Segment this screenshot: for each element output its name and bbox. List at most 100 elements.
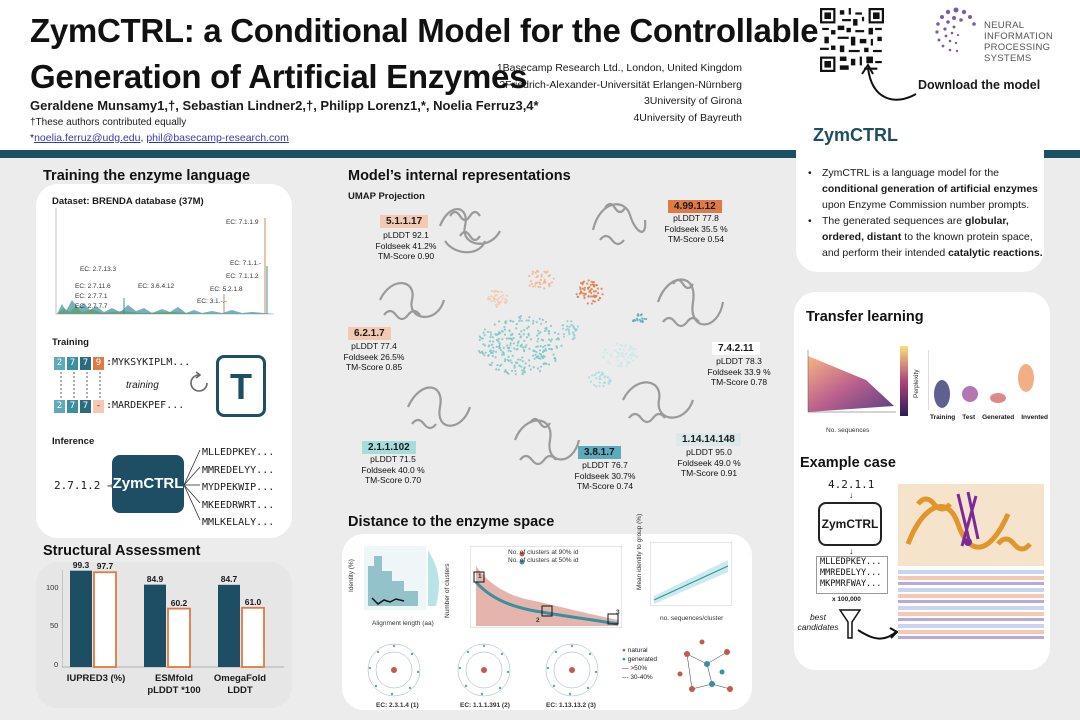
example-sequence-box (816, 556, 888, 594)
umap-point (497, 368, 500, 371)
umap-point (547, 332, 551, 335)
umap-point (565, 328, 568, 332)
umap-point (595, 372, 598, 375)
umap-point (509, 350, 512, 353)
umap-point (495, 305, 498, 308)
umap-point (598, 297, 602, 300)
umap-point (543, 270, 546, 273)
bar-category-label: ESMfold pLDDT *100 (136, 673, 212, 697)
umap-point (537, 285, 540, 288)
umap-point (524, 346, 527, 349)
umap-point (576, 295, 579, 299)
legend-gt50: — >50% (622, 665, 648, 672)
neurips-line-2: PROCESSING SYSTEMS (984, 42, 1051, 64)
umap-point (520, 365, 523, 368)
umap-point (481, 352, 484, 355)
umap-point (531, 285, 535, 288)
umap-point (486, 330, 490, 334)
umap-point (487, 298, 490, 301)
cluster-stats: pLDDT 76.7 Foldseek 30.7% TM-Score 0.74 (562, 460, 648, 492)
umap-point (506, 344, 509, 347)
umap-point (513, 347, 516, 350)
umap-point (573, 334, 576, 337)
qr-code-icon[interactable] (820, 8, 884, 72)
email-link-lorenz[interactable]: phil@basecamp-research.com (146, 132, 289, 144)
download-model-link[interactable]: Download the model (918, 78, 1041, 92)
umap-point (601, 354, 605, 358)
umap-point (543, 278, 546, 281)
umap-point (597, 371, 601, 374)
umap-point (638, 318, 641, 321)
internal-section-title: Model’s internal representations (348, 168, 571, 184)
bar-value-label: 99.3 (72, 559, 90, 570)
umap-point (549, 340, 552, 343)
umap-point (489, 349, 492, 352)
bar-2-series-0 (218, 584, 240, 667)
umap-point (555, 338, 558, 341)
umap-point (525, 336, 529, 339)
cluster-stats: pLDDT 77.4 Foldseek 26.5% TM-Score 0.85 (334, 341, 414, 373)
training-word: training (126, 380, 159, 391)
umap-point (592, 299, 595, 303)
umap-point (528, 364, 531, 367)
umap-point (552, 277, 555, 280)
umap-point (619, 343, 622, 347)
umap-point (478, 350, 481, 353)
umap-point (595, 294, 598, 297)
umap-point (536, 334, 539, 337)
umap-point (496, 364, 499, 367)
y-tick-label: 0 (54, 660, 59, 669)
umap-point (589, 289, 592, 292)
colorbar (900, 346, 908, 416)
example-seq: MLLEDPKEY... (820, 557, 882, 567)
umap-point (592, 283, 596, 287)
umap-point (520, 343, 523, 346)
umap-point (511, 338, 514, 342)
umap-point (597, 291, 600, 295)
email-link-ferruz[interactable]: noelia.ferruz@udg.edu (34, 132, 141, 144)
funnel-filter-icon (838, 609, 899, 640)
umap-point (608, 363, 612, 366)
umap-point (601, 293, 604, 296)
umap-point (520, 335, 523, 338)
umap-point (522, 369, 525, 372)
umap-point (507, 355, 510, 359)
umap-point (489, 351, 492, 354)
umap-point (508, 329, 511, 332)
umap-point (510, 369, 514, 372)
ec-tag-7-4-2-11: 7.4.2.11 (712, 342, 760, 355)
umap-point (592, 290, 596, 293)
umap-point (593, 295, 596, 299)
transformer-t-letter: T (230, 366, 252, 407)
umap-point (570, 320, 573, 323)
training-section-title: Training the enzyme language (43, 168, 251, 184)
umap-point (628, 344, 632, 347)
umap-point (583, 286, 587, 289)
umap-point (490, 300, 493, 303)
umap-point (610, 355, 613, 358)
umap-point (492, 296, 495, 299)
transfer-section-title: Transfer learning (806, 309, 924, 325)
umap-point (498, 347, 501, 350)
sequence-alignment-image (898, 568, 1044, 644)
umap-point (511, 332, 514, 336)
ec-tag-3-8-1-7: 3.8.1.7 (578, 446, 621, 459)
umap-point (522, 333, 526, 336)
umap-point (581, 283, 584, 286)
umap-point (591, 295, 595, 298)
ec-tag-2-1-1-102: 2.1.1.102 (362, 441, 416, 454)
umap-scatter (478, 269, 648, 388)
umap-point (483, 354, 486, 357)
umap-label: UMAP Projection (348, 191, 425, 202)
poster-title: ZymCTRL: a Conditional Model for the Con… (30, 8, 819, 100)
umap-point (489, 331, 492, 334)
umap-point (541, 318, 544, 321)
umap-point (500, 353, 504, 356)
umap-point (482, 343, 485, 346)
umap-point (602, 384, 605, 388)
umap-point (483, 334, 486, 337)
umap-point (521, 369, 524, 372)
umap-point (629, 346, 633, 350)
umap-point (478, 338, 481, 341)
umap-point (594, 290, 597, 293)
